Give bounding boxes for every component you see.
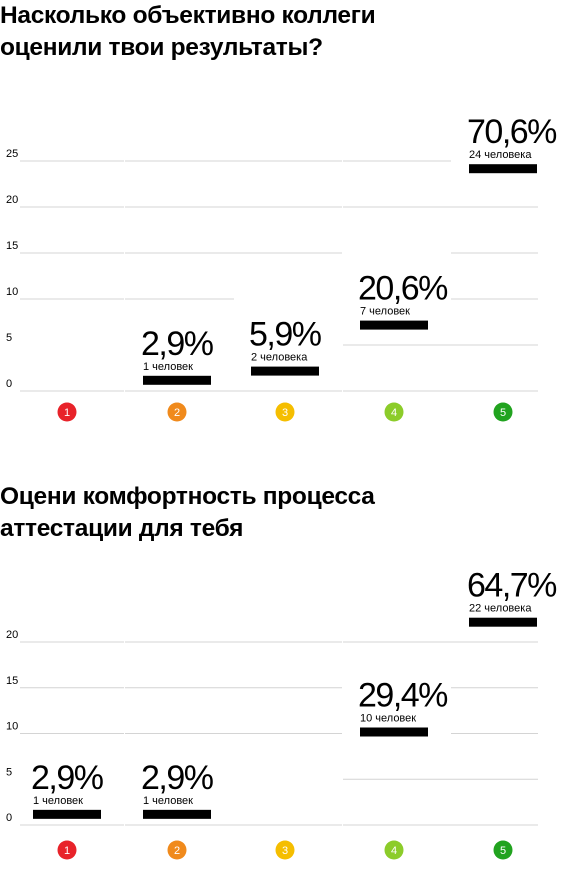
category-label: 4 — [391, 407, 397, 419]
y-tick-label: 20 — [6, 194, 18, 206]
count-label: 24 человека — [469, 149, 532, 161]
category-dot — [167, 840, 187, 860]
chart-1-title: Насколько объективно коллеги оценили тво… — [0, 2, 376, 61]
category-dot — [275, 402, 295, 422]
y-tick-label: 5 — [6, 332, 12, 344]
category-label: 3 — [282, 845, 288, 857]
category-label: 4 — [391, 845, 397, 857]
count-label: 1 человек — [143, 361, 193, 373]
category-label: 5 — [500, 845, 506, 857]
percent-label: 70,6% — [467, 113, 557, 151]
y-tick-label: 15 — [6, 675, 18, 687]
percent-label: 2,9% — [141, 325, 214, 363]
y-tick-label: 15 — [6, 240, 18, 252]
count-label: 1 человек — [33, 795, 83, 807]
category-label: 1 — [64, 407, 70, 419]
percent-label: 2,9% — [31, 759, 104, 797]
count-label: 7 человек — [360, 306, 410, 318]
bar — [251, 366, 319, 376]
bar — [360, 727, 428, 737]
category-dot — [275, 840, 295, 860]
category-dot — [493, 840, 513, 860]
category-dot — [384, 402, 404, 422]
count-label: 2 человека — [251, 352, 308, 364]
category-label: 1 — [64, 845, 70, 857]
bar — [33, 809, 101, 819]
chart-2-title: Оцени комфортность процесса аттестации д… — [0, 483, 375, 542]
bar — [360, 320, 428, 330]
y-tick-label: 25 — [6, 148, 18, 160]
y-tick-label: 20 — [6, 629, 18, 641]
percent-label: 29,4% — [358, 677, 448, 715]
category-label: 2 — [174, 407, 180, 419]
category-dot — [493, 402, 513, 422]
y-tick-label: 0 — [6, 378, 12, 390]
category-dot — [57, 840, 77, 860]
category-label: 3 — [282, 407, 288, 419]
bar — [143, 375, 211, 385]
category-label: 2 — [174, 845, 180, 857]
bar — [143, 809, 211, 819]
category-dot — [384, 840, 404, 860]
category-label: 5 — [500, 407, 506, 419]
percent-label: 2,9% — [141, 759, 214, 797]
percent-label: 64,7% — [467, 567, 557, 605]
count-label: 22 человека — [469, 603, 532, 615]
category-dot — [167, 402, 187, 422]
count-label: 1 человек — [143, 795, 193, 807]
percent-label: 5,9% — [249, 316, 322, 354]
bar — [469, 617, 537, 627]
y-tick-label: 5 — [6, 766, 12, 778]
bar — [469, 164, 537, 174]
count-label: 10 человек — [360, 713, 416, 725]
y-tick-label: 10 — [6, 721, 18, 733]
category-dot — [57, 402, 77, 422]
y-tick-label: 10 — [6, 286, 18, 298]
percent-label: 20,6% — [358, 270, 448, 308]
y-tick-label: 0 — [6, 812, 12, 824]
